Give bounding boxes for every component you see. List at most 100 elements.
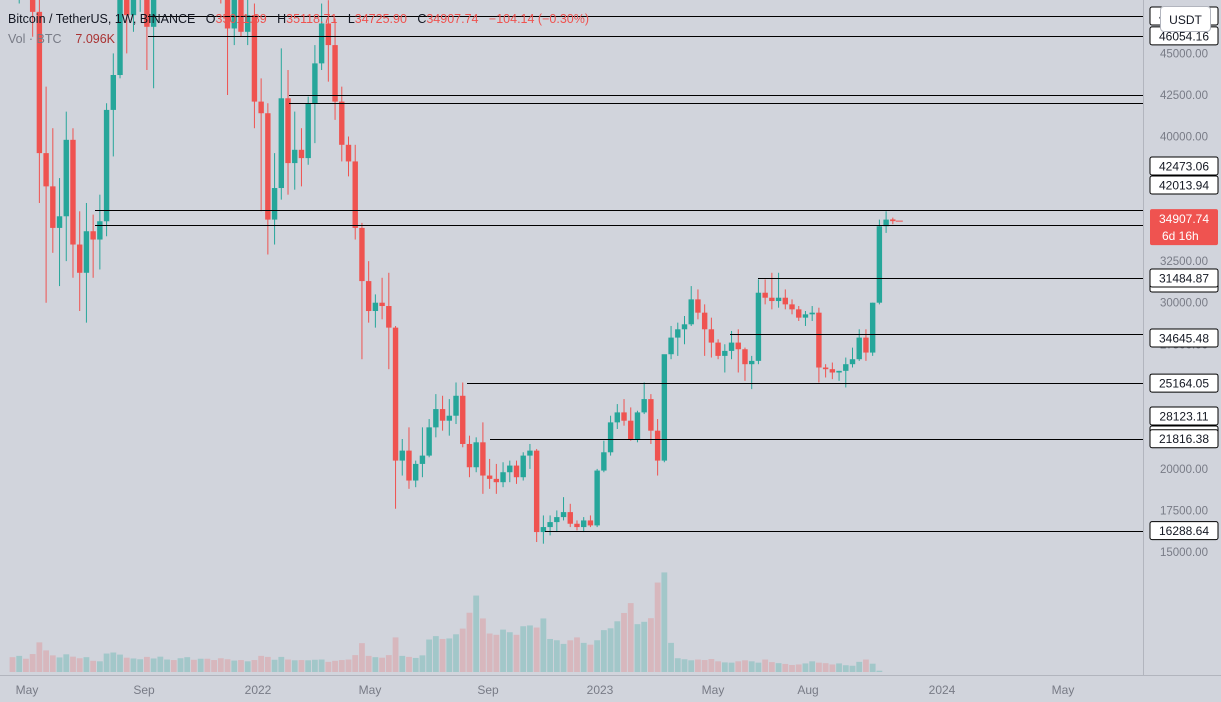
volume-bar xyxy=(547,638,553,672)
volume-bar xyxy=(70,656,76,672)
volume-bar xyxy=(16,655,23,672)
candle-body xyxy=(890,219,896,222)
candle-body xyxy=(359,227,365,282)
candle-body xyxy=(809,312,815,315)
low-value: 34725.90 xyxy=(354,12,407,26)
candle-body xyxy=(775,297,782,302)
open-value: 35011.89 xyxy=(215,12,267,26)
candle-body xyxy=(715,342,721,356)
volume-bar xyxy=(372,657,379,672)
volume-bar xyxy=(701,660,708,672)
volume-bar xyxy=(170,660,177,672)
level-price-label-bg xyxy=(1149,268,1219,288)
time-axis[interactable]: May Sep 2022 May Sep 2023 May Aug 2024 May xyxy=(16,683,1075,697)
level-price-label-bg xyxy=(1149,156,1219,176)
volume-bar xyxy=(197,658,204,672)
volume-bar xyxy=(695,659,701,672)
candle-body xyxy=(749,360,755,365)
volume-bar xyxy=(775,663,782,672)
candle-body xyxy=(130,0,137,16)
symbol-title[interactable]: Bitcoin / TetherUS, 1W, BINANCE xyxy=(8,12,196,26)
candle-body xyxy=(312,63,318,104)
time-tick-label: 2023 xyxy=(587,683,614,697)
volume-bar xyxy=(271,659,278,672)
candle-body xyxy=(869,302,876,353)
volume-bar xyxy=(715,661,721,672)
volume-label[interactable]: Vol · BTC xyxy=(8,32,62,46)
volume-bar xyxy=(9,657,16,672)
candle-body xyxy=(648,399,654,431)
volume-bar xyxy=(29,654,36,672)
time-tick-label: Aug xyxy=(797,683,818,697)
volume-bar xyxy=(641,621,648,672)
candle-body xyxy=(285,98,291,164)
volume-bar xyxy=(540,618,547,672)
volume-bar xyxy=(439,638,446,672)
volume-bar xyxy=(816,662,822,672)
time-tick-label: May xyxy=(359,683,382,697)
close-label: C xyxy=(417,12,427,26)
high-label: H xyxy=(277,12,287,26)
price-tick-label: 42500.00 xyxy=(1160,90,1208,102)
candle-body xyxy=(701,312,708,330)
volume-bar xyxy=(681,659,688,672)
volume-bars xyxy=(9,572,883,672)
volume-bar xyxy=(748,661,755,672)
candle-body xyxy=(675,329,681,338)
volume-bar xyxy=(117,654,123,672)
time-tick-label: 2024 xyxy=(929,683,956,697)
volume-bar xyxy=(836,663,842,672)
candle-body xyxy=(433,409,439,428)
volume-bar xyxy=(83,657,90,672)
candle-body xyxy=(466,443,473,468)
candle-body xyxy=(265,113,271,220)
volume-bar xyxy=(674,658,681,672)
volume-bar xyxy=(278,656,285,672)
volume-bar xyxy=(500,629,506,672)
volume-bar xyxy=(298,660,305,672)
volume-bar xyxy=(56,657,63,672)
candle-body xyxy=(298,149,305,159)
volume-bar xyxy=(264,656,271,672)
volume-bar xyxy=(668,642,674,672)
volume-bar xyxy=(36,642,43,672)
volume-bar xyxy=(600,630,607,672)
volume-bar xyxy=(634,624,641,672)
volume-bar xyxy=(822,663,829,672)
candle-body xyxy=(836,370,842,373)
volume-bar xyxy=(90,660,97,672)
volume-bar xyxy=(869,663,876,672)
level-price-label-bg xyxy=(1149,521,1219,541)
volume-bar xyxy=(587,644,594,672)
volume-bar xyxy=(567,640,574,672)
volume-bar xyxy=(43,650,49,672)
candle-body xyxy=(769,297,775,302)
currency-button[interactable]: USDT xyxy=(1160,6,1211,32)
volume-bar xyxy=(365,655,372,672)
candle-body xyxy=(339,101,345,145)
candle-body xyxy=(480,442,486,476)
low-label: L xyxy=(347,12,355,26)
level-price-label: 25164.05 xyxy=(1159,377,1209,391)
volume-bar xyxy=(762,659,769,672)
volume-bar xyxy=(789,664,795,672)
candle-body xyxy=(533,450,540,533)
volume-bar xyxy=(49,655,56,672)
candle-body xyxy=(292,149,298,164)
volume-bar xyxy=(459,628,466,672)
volume-bar xyxy=(755,662,762,672)
volume-bar xyxy=(379,657,385,672)
volume-bar xyxy=(506,632,513,672)
volume-bar xyxy=(137,659,144,672)
candle-body xyxy=(796,309,802,318)
candle-body xyxy=(816,312,822,368)
volume-bar xyxy=(258,655,265,672)
volume-bar xyxy=(359,643,365,672)
candle-body xyxy=(77,244,83,273)
candle-body xyxy=(332,45,338,102)
candle-body xyxy=(513,465,520,478)
candle-body xyxy=(607,422,614,453)
volume-bar xyxy=(338,660,345,672)
